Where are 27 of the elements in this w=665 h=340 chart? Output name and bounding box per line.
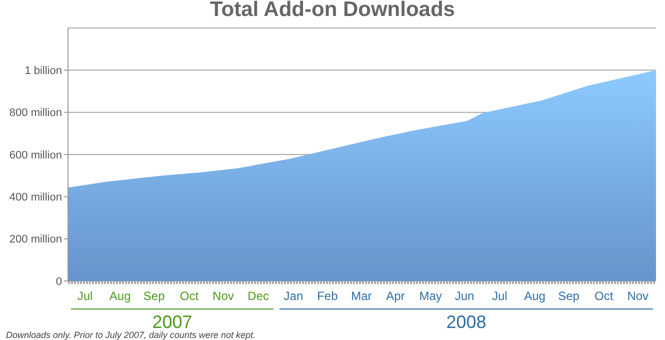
y-tick-label: 600 million (9, 149, 62, 162)
x-tick-label: Aug (524, 289, 546, 303)
y-tick-label: 200 million (9, 234, 62, 246)
x-tick-label: Oct (594, 289, 614, 303)
y-tick-label: 800 million (9, 107, 62, 120)
x-tick-label: Nov (627, 289, 649, 303)
x-tick-label: Feb (317, 289, 338, 303)
x-tick-label: Jul (77, 289, 93, 303)
x-tick-label: Aug (109, 289, 131, 303)
x-tick-label: Sep (558, 289, 580, 303)
y-tick-label: 1 billion (24, 65, 62, 78)
y-tick-label: 0 (56, 276, 62, 288)
x-tick-label: Jan (284, 289, 304, 303)
x-tick-label: Nov (212, 289, 234, 303)
y-tick-label: 400 million (9, 192, 62, 204)
x-tick-label: Jun (454, 289, 474, 303)
x-tick-label: Oct (180, 289, 200, 303)
x-tick-label: Apr (386, 289, 405, 303)
text: 2007 (152, 312, 192, 332)
chart-title: Total Add-on Downloads (210, 0, 455, 21)
text: 2008 (446, 312, 486, 332)
x-tick-label: Sep (143, 289, 166, 303)
x-tick-label: May (419, 289, 442, 303)
x-tick-label: Jul (492, 289, 508, 303)
text: Downloads only. Prior to July 2007, daily counts were not kept. (6, 330, 256, 340)
x-tick-label: Dec (248, 289, 270, 303)
x-tick-label: Mar (351, 289, 372, 303)
